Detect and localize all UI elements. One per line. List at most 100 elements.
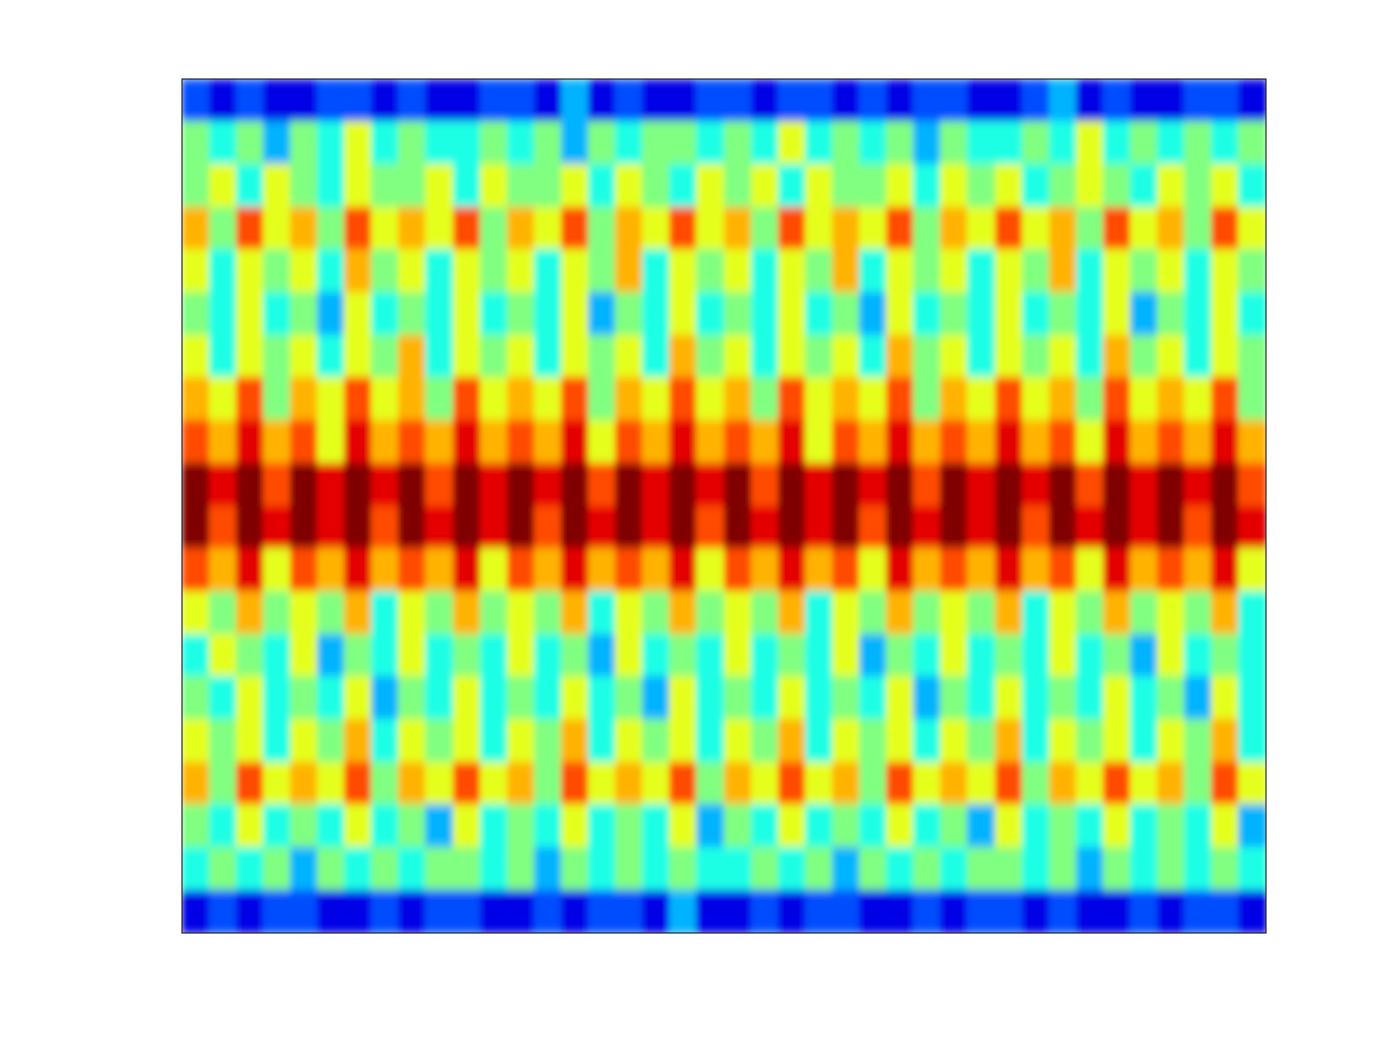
heatmap-cell: [615, 676, 643, 720]
heatmap-cell: [615, 207, 643, 251]
heatmap-cell: [696, 719, 724, 763]
heatmap-cell: [886, 463, 914, 507]
heatmap-cell: [561, 634, 589, 678]
heatmap-cell: [940, 506, 968, 550]
heatmap-cell: [317, 164, 345, 208]
heatmap-cell: [398, 207, 426, 251]
heatmap-cell: [1076, 164, 1104, 208]
heatmap-cell: [1157, 548, 1185, 592]
heatmap-cell: [534, 591, 562, 635]
heatmap-cell: [398, 890, 426, 933]
heatmap-cell: [209, 420, 237, 464]
heatmap-cell: [588, 890, 616, 933]
heatmap-cell: [751, 762, 779, 806]
heatmap-cell: [209, 121, 237, 165]
heatmap-cell: [724, 121, 752, 165]
heatmap-cell: [236, 164, 264, 208]
heatmap-cell: [1157, 762, 1185, 806]
heatmap-cell: [290, 207, 318, 251]
heatmap-cell: [534, 335, 562, 379]
heatmap-cell: [751, 634, 779, 678]
heatmap-cell: [751, 420, 779, 464]
heatmap-cell: [1103, 548, 1131, 592]
heatmap-cell: [263, 719, 291, 763]
heatmap-cell: [859, 292, 887, 336]
heatmap-cell: [913, 79, 941, 122]
heatmap-cell: [182, 762, 210, 806]
heatmap-cell: [1103, 506, 1131, 550]
heatmap-cell: [832, 249, 860, 293]
heatmap-cell: [371, 591, 399, 635]
heatmap-cell: [995, 420, 1023, 464]
heatmap-cell: [805, 420, 833, 464]
heatmap-cell: [1238, 676, 1266, 720]
heatmap-cell: [1238, 164, 1266, 208]
heatmap-cell: [1184, 762, 1212, 806]
heatmap-cell: [1211, 79, 1239, 122]
heatmap-cell: [290, 804, 318, 848]
heatmap-cell: [995, 335, 1023, 379]
heatmap-cell: [724, 762, 752, 806]
heatmap-cell: [371, 634, 399, 678]
heatmap-cell: [182, 335, 210, 379]
heatmap-cell: [1103, 335, 1131, 379]
heatmap-cell: [778, 890, 806, 933]
heatmap-cell: [344, 164, 372, 208]
heatmap-cell: [371, 292, 399, 336]
heatmap-cell: [1238, 249, 1266, 293]
heatmap-cell: [1022, 591, 1050, 635]
heatmap-cell: [724, 164, 752, 208]
heatmap-cell: [290, 890, 318, 933]
heatmap-cell: [1184, 676, 1212, 720]
heatmap-cell: [778, 762, 806, 806]
heatmap-cell: [1076, 506, 1104, 550]
heatmap-cell: [480, 548, 508, 592]
heatmap-cell: [696, 762, 724, 806]
heatmap-cell: [480, 79, 508, 122]
heatmap-cell: [940, 804, 968, 848]
heatmap-cell: [398, 847, 426, 891]
heatmap-cell: [480, 804, 508, 848]
heatmap-cell: [1022, 79, 1050, 122]
heatmap-cell: [615, 249, 643, 293]
heatmap-cell: [1238, 420, 1266, 464]
heatmap-cell: [1211, 506, 1239, 550]
heatmap-cell: [561, 676, 589, 720]
heatmap-cell: [1022, 676, 1050, 720]
heatmap-cell: [209, 335, 237, 379]
heatmap-cell: [236, 847, 264, 891]
heatmap-cell: [561, 719, 589, 763]
heatmap-cell: [398, 79, 426, 122]
heatmap-cell: [832, 719, 860, 763]
heatmap-cell: [507, 634, 535, 678]
heatmap-cell: [940, 249, 968, 293]
heatmap-cell: [236, 292, 264, 336]
heatmap-cell: [751, 249, 779, 293]
heatmap-cell: [1184, 719, 1212, 763]
heatmap-cell: [1130, 506, 1158, 550]
heatmap-cell: [453, 121, 481, 165]
heatmap-cell: [967, 804, 995, 848]
heatmap-cell: [913, 676, 941, 720]
heatmap-cell: [480, 591, 508, 635]
heatmap-cell: [1076, 249, 1104, 293]
heatmap-cell: [236, 207, 264, 251]
heatmap-cell: [724, 676, 752, 720]
heatmap-cell: [209, 719, 237, 763]
heatmap-cell: [615, 164, 643, 208]
heatmap-cell: [182, 463, 210, 507]
heatmap-cell: [886, 676, 914, 720]
heatmap-cell: [398, 335, 426, 379]
heatmap-cell: [1238, 79, 1266, 122]
heatmap-cell: [1238, 847, 1266, 891]
heatmap-cell: [1130, 463, 1158, 507]
heatmap-cell: [209, 249, 237, 293]
heatmap-cell: [615, 377, 643, 421]
heatmap-cell: [480, 506, 508, 550]
heatmap-cell: [751, 548, 779, 592]
heatmap-cell: [507, 676, 535, 720]
heatmap-cell: [1157, 164, 1185, 208]
heatmap-cell: [534, 548, 562, 592]
heatmap-cell: [669, 804, 697, 848]
heatmap-cell: [669, 463, 697, 507]
